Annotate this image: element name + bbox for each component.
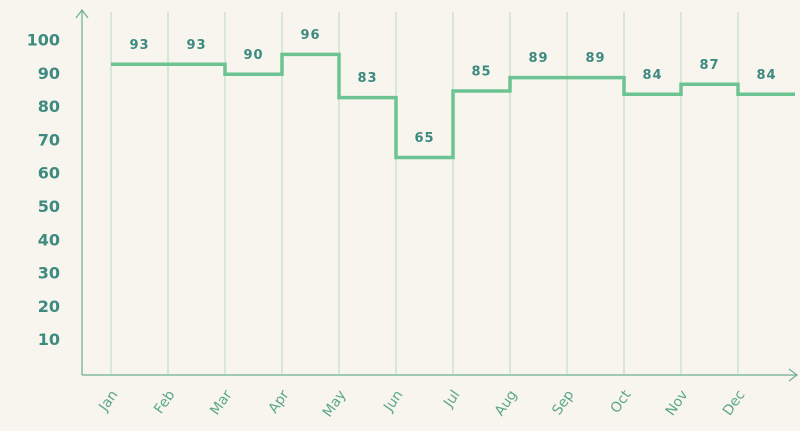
value-label: 83 (357, 71, 377, 86)
value-label: 93 (186, 38, 206, 53)
value-label: 96 (300, 28, 320, 43)
value-label: 87 (699, 58, 719, 73)
y-tick-label: 70 (38, 130, 60, 149)
value-label: 65 (414, 131, 434, 146)
value-label: 84 (756, 68, 776, 83)
y-tick-label: 80 (38, 97, 60, 116)
y-tick-label: 30 (38, 264, 60, 283)
value-label: 89 (585, 51, 605, 66)
y-tick-label: 40 (38, 230, 60, 249)
y-tick-label: 10 (38, 330, 60, 349)
y-tick-label: 60 (38, 164, 60, 183)
step-line (111, 52, 795, 160)
value-label: 84 (642, 68, 662, 83)
value-label: 90 (243, 48, 263, 63)
value-label: 85 (471, 64, 491, 79)
y-axis-arrow (75, 9, 89, 19)
y-tick-label: 100 (27, 31, 60, 50)
value-label: 93 (129, 38, 149, 53)
y-tick-label: 50 (38, 197, 60, 216)
value-label: 89 (528, 51, 548, 66)
y-tick-label: 20 (38, 297, 60, 316)
y-tick-label: 90 (38, 64, 60, 83)
x-axis-arrow (788, 368, 798, 382)
